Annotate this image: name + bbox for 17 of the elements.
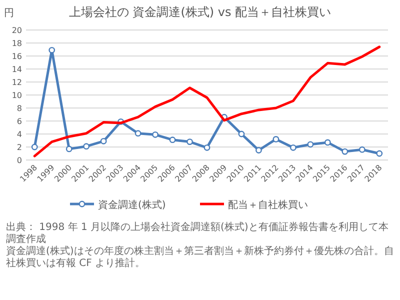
y-tick-label: 12 <box>12 78 22 87</box>
legend-label: 配当＋自社株買い <box>228 199 308 211</box>
y-tick-label: 18 <box>12 39 22 48</box>
y-tick-label: 2 <box>16 143 22 152</box>
y-tick-label: 10 <box>12 91 22 100</box>
y-tick-label: 14 <box>12 65 22 74</box>
y-tick-label: 0 <box>16 156 22 165</box>
text: 資金調達(株式)はその年度の株主割当＋第三者割当＋新株予約券付＋優先株の合計。自社株買いは有報 CF より推計。 <box>6 246 394 270</box>
legend-label: 資金調達(株式) <box>98 199 166 211</box>
y-axis-title: 円 <box>4 8 14 19</box>
y-tick-label: 4 <box>16 130 22 139</box>
y-tick-label: 16 <box>12 52 22 61</box>
y-tick-label: 8 <box>16 104 22 113</box>
chart-title: 上場会社の 資金調達(株式) vs 配当＋自社株買い <box>68 5 332 19</box>
y-tick-label: 6 <box>16 117 22 126</box>
y-tick-label: 20 <box>12 26 22 35</box>
source-note: 出典： 1998 年 1 月以降の上場会社資金調達額(株式)と有価証券報告書を利用して本調査作成 <box>6 222 390 246</box>
